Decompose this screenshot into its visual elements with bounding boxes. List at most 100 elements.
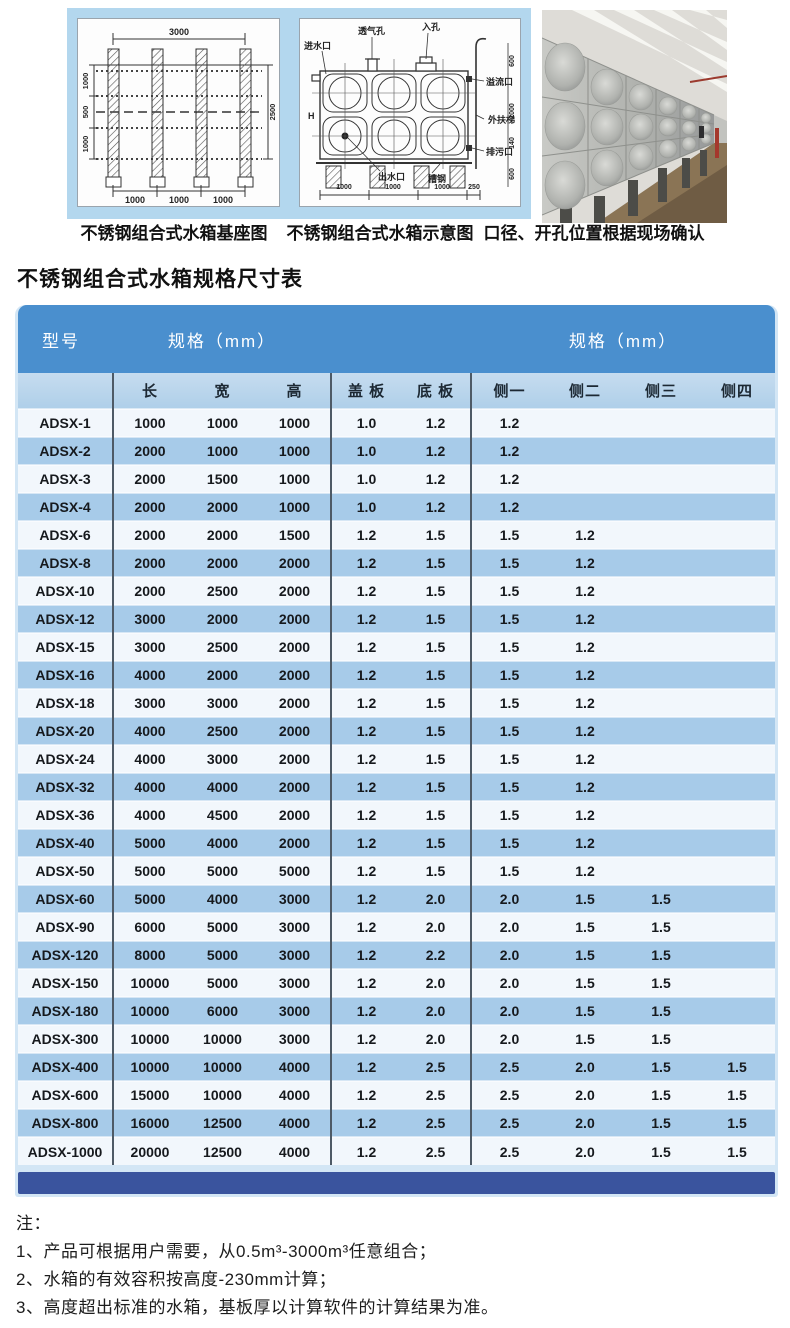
table-row: ADSX-12 3000 2000 2000 1.2 1.5 1.5 1.2 xyxy=(18,604,775,633)
value-cell: 3000 xyxy=(259,968,332,997)
caption-schematic-diagram: 不锈钢组合式水箱示意图 xyxy=(286,224,474,243)
value-cell xyxy=(623,520,699,549)
value-cell: 1.5 xyxy=(471,688,547,717)
value-cell: 10000 xyxy=(113,1052,186,1081)
value-cell: 1.5 xyxy=(623,968,699,997)
value-cell: 1.2 xyxy=(331,996,401,1025)
value-cell: 1.5 xyxy=(699,1052,775,1081)
header-height: 高 xyxy=(259,373,332,409)
value-cell: 4000 xyxy=(113,772,186,801)
value-cell: 2000 xyxy=(259,772,332,801)
value-cell: 1.5 xyxy=(547,1024,623,1053)
spec-table: 型号 规格（mm） 规格（mm） 长 宽 高 盖 板 底 板 侧一 侧二 xyxy=(18,305,775,1165)
model-cell: ADSX-15 xyxy=(18,632,114,661)
label-drain: 排污口 xyxy=(486,146,513,157)
value-cell: 8000 xyxy=(113,940,186,969)
model-cell: ADSX-16 xyxy=(18,660,114,689)
table-row: ADSX-4 2000 2000 1000 1.0 1.2 1.2 xyxy=(18,492,775,521)
sch-dim-bottom-1: 1000 xyxy=(336,184,352,191)
value-cell: 1000 xyxy=(186,408,259,437)
value-cell xyxy=(547,436,623,465)
label-inlet: 进水口 xyxy=(304,40,331,51)
value-cell: 2.0 xyxy=(471,996,547,1025)
value-cell: 2.0 xyxy=(401,968,472,997)
header-bottom-plate: 底 板 xyxy=(401,373,472,409)
value-cell xyxy=(623,688,699,717)
value-cell: 4000 xyxy=(186,828,259,857)
value-cell: 4500 xyxy=(186,800,259,829)
model-cell: ADSX-24 xyxy=(18,744,114,773)
value-cell: 1.2 xyxy=(401,464,472,493)
value-cell: 2.5 xyxy=(401,1108,472,1137)
value-cell: 1.5 xyxy=(623,1108,699,1137)
value-cell: 1.2 xyxy=(331,856,401,885)
dim-left-1: 1000 xyxy=(81,73,90,90)
value-cell: 1.5 xyxy=(401,828,472,857)
notes-section: 注： 1、产品可根据用户需要，从0.5m³-3000m³任意组合； 2、水箱的有… xyxy=(16,1210,766,1322)
value-cell: 2000 xyxy=(113,436,186,465)
value-cell: 10000 xyxy=(113,1024,186,1053)
value-cell: 20000 xyxy=(113,1136,186,1165)
value-cell: 2.0 xyxy=(547,1080,623,1109)
value-cell: 1.5 xyxy=(547,940,623,969)
value-cell: 1.2 xyxy=(331,1024,401,1053)
value-cell: 2000 xyxy=(186,520,259,549)
value-cell: 5000 xyxy=(186,940,259,969)
base-diagram: 3000 1000 1000 1000 1000 500 1000 xyxy=(77,18,280,207)
value-cell: 1.2 xyxy=(547,576,623,605)
value-cell: 4000 xyxy=(186,884,259,913)
value-cell: 2000 xyxy=(259,688,332,717)
table-row: ADSX-15 3000 2500 2000 1.2 1.5 1.5 1.2 xyxy=(18,632,775,661)
value-cell: 3000 xyxy=(186,688,259,717)
model-cell: ADSX-36 xyxy=(18,800,114,829)
value-cell: 2000 xyxy=(259,576,332,605)
value-cell: 3000 xyxy=(259,996,332,1025)
value-cell: 6000 xyxy=(186,996,259,1025)
value-cell: 1000 xyxy=(113,408,186,437)
value-cell: 5000 xyxy=(186,968,259,997)
header-cover-plate: 盖 板 xyxy=(347,383,386,400)
model-cell: ADSX-1 xyxy=(18,408,114,437)
value-cell xyxy=(699,912,775,941)
header-empty xyxy=(18,373,114,409)
value-cell: 2500 xyxy=(186,576,259,605)
header-spec-thickness: 规格（mm） xyxy=(568,331,678,351)
value-cell: 2.0 xyxy=(471,1024,547,1053)
value-cell: 2.0 xyxy=(547,1052,623,1081)
value-cell: 1.2 xyxy=(547,548,623,577)
model-cell: ADSX-4 xyxy=(18,492,114,521)
table-row: ADSX-50 5000 5000 5000 1.2 1.5 1.5 1.2 xyxy=(18,856,775,885)
value-cell xyxy=(623,604,699,633)
table-row: ADSX-1 1000 1000 1000 1.0 1.2 1.2 xyxy=(18,408,775,437)
value-cell: 1.5 xyxy=(471,772,547,801)
value-cell: 1.5 xyxy=(471,576,547,605)
table-row: ADSX-32 4000 4000 2000 1.2 1.5 1.5 1.2 xyxy=(18,772,775,801)
dim-right: 2500 xyxy=(268,104,277,121)
value-cell: 1.5 xyxy=(547,884,623,913)
value-cell: 1.5 xyxy=(471,632,547,661)
value-cell: 1.2 xyxy=(331,716,401,745)
table-row: ADSX-90 6000 5000 3000 1.2 2.0 2.0 1.5 1.5 xyxy=(18,912,775,941)
value-cell: 2000 xyxy=(113,492,186,521)
value-cell: 10000 xyxy=(186,1080,259,1109)
header-side-2: 侧二 xyxy=(568,383,601,400)
model-cell: ADSX-32 xyxy=(18,772,114,801)
value-cell: 2.5 xyxy=(471,1080,547,1109)
schematic-diagram-drawing: 进水口 透气孔 入孔 溢流口 外扶梯 排污口 出水口 槽钢 H xyxy=(304,21,516,200)
value-cell: 1.5 xyxy=(401,856,472,885)
value-cell: 1500 xyxy=(186,464,259,493)
notes-label: 注： xyxy=(16,1214,51,1233)
value-cell: 2000 xyxy=(259,716,332,745)
value-cell: 1.2 xyxy=(547,632,623,661)
value-cell xyxy=(699,828,775,857)
value-cell xyxy=(623,548,699,577)
value-cell: 1.2 xyxy=(331,604,401,633)
value-cell: 1.5 xyxy=(401,548,472,577)
model-cell: ADSX-20 xyxy=(18,716,114,745)
model-cell: ADSX-12 xyxy=(18,604,114,633)
value-cell: 1.5 xyxy=(547,996,623,1025)
value-cell: 1.2 xyxy=(331,828,401,857)
value-cell: 1.5 xyxy=(623,940,699,969)
value-cell: 10000 xyxy=(186,1052,259,1081)
note-item-3: 3、高度超出标准的水箱，基板厚以计算软件的计算结果为准。 xyxy=(16,1298,499,1317)
